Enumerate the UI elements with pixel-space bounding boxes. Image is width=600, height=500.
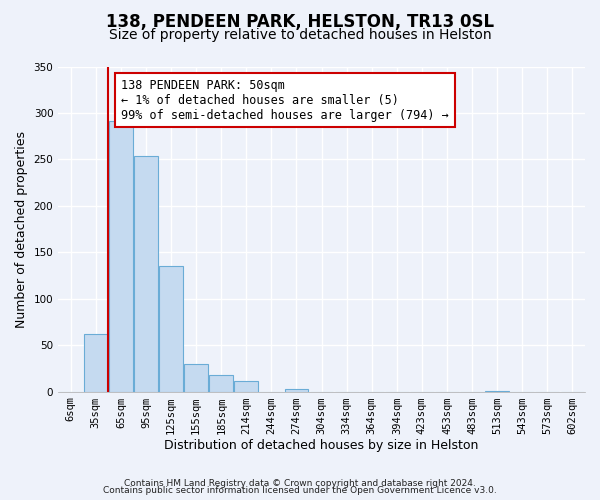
Text: 138 PENDEEN PARK: 50sqm
← 1% of detached houses are smaller (5)
99% of semi-deta: 138 PENDEEN PARK: 50sqm ← 1% of detached… [121,78,449,122]
Text: 138, PENDEEN PARK, HELSTON, TR13 0SL: 138, PENDEEN PARK, HELSTON, TR13 0SL [106,12,494,30]
Bar [84,334,108,392]
Bar [235,382,258,392]
X-axis label: Distribution of detached houses by size in Helston: Distribution of detached houses by size … [164,440,479,452]
Bar [284,389,308,392]
Text: Contains public sector information licensed under the Open Government Licence v3: Contains public sector information licen… [103,486,497,495]
Bar [134,156,158,392]
Bar [109,122,133,392]
Text: Contains HM Land Registry data © Crown copyright and database right 2024.: Contains HM Land Registry data © Crown c… [124,478,476,488]
Y-axis label: Number of detached properties: Number of detached properties [15,130,28,328]
Bar [184,364,208,392]
Bar [485,390,509,392]
Bar [209,375,233,392]
Bar [159,266,183,392]
Text: Size of property relative to detached houses in Helston: Size of property relative to detached ho… [109,28,491,42]
